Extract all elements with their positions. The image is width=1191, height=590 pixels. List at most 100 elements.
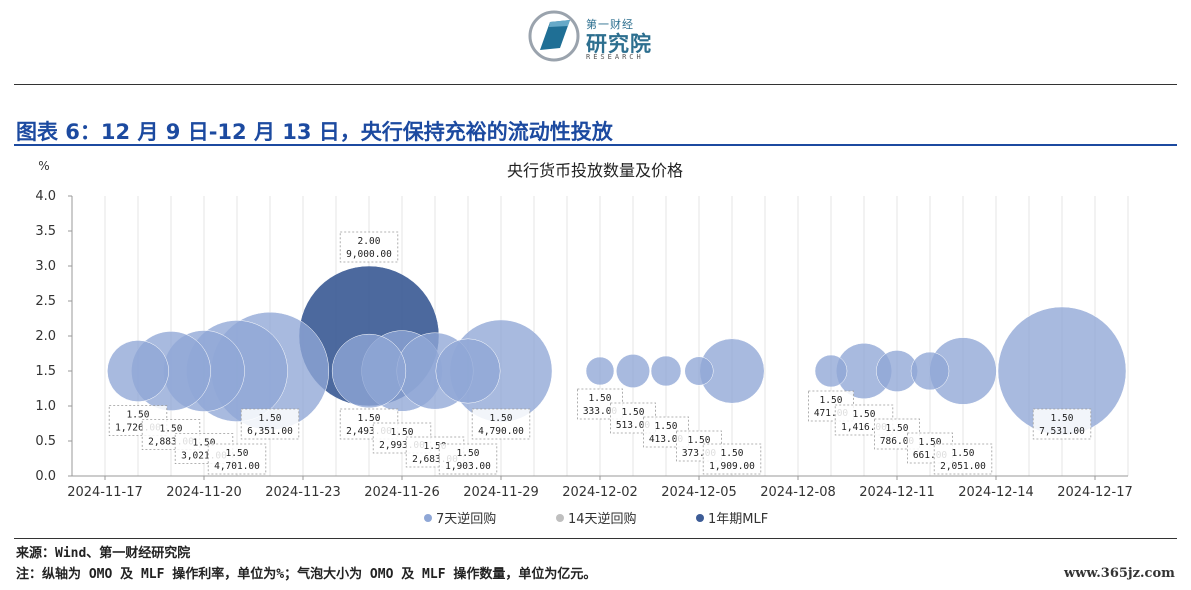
watermark: www.365jz.com xyxy=(1064,566,1175,581)
data-label-rate: 2.00 xyxy=(358,236,381,247)
bubble-7d xyxy=(585,356,615,386)
data-label-rate: 1.50 xyxy=(655,421,678,432)
x-tick-label: 2024-11-17 xyxy=(67,485,143,500)
x-tick-label: 2024-12-02 xyxy=(562,485,638,500)
data-label-rate: 1.50 xyxy=(490,413,513,424)
y-axis-label: % xyxy=(38,159,49,173)
logo-text-main: 研究院 xyxy=(586,32,652,56)
data-label-box xyxy=(339,231,399,263)
x-tick-label: 2024-11-26 xyxy=(364,485,440,500)
data-label-amount: 1,909.00 xyxy=(709,461,755,472)
data-label-rate: 1.50 xyxy=(589,393,612,404)
data-label-amount: 2,051.00 xyxy=(940,461,986,472)
data-label-box xyxy=(240,408,300,440)
data-label-amount: 2,993.00 xyxy=(379,440,425,451)
y-tick-label: 2.0 xyxy=(35,329,56,344)
logo-text-top: 第一财经 xyxy=(586,18,634,31)
data-label-amount: 4,701.00 xyxy=(214,461,260,472)
data-label-box xyxy=(438,443,498,475)
data-label-amount: 2,683.00 xyxy=(412,454,458,465)
y-tick-label: 3.0 xyxy=(35,259,56,274)
header-divider xyxy=(14,84,1177,85)
data-label-amount: 373.00 xyxy=(682,448,717,459)
legend-label: 7天逆回购 xyxy=(436,511,496,527)
data-label-amount: 513.00 xyxy=(616,420,651,431)
data-label-box xyxy=(471,408,531,440)
bubble-7d xyxy=(684,356,714,386)
data-label-rate: 1.50 xyxy=(358,413,381,424)
x-tick-label: 2024-12-11 xyxy=(859,485,935,500)
bubble-chart: 央行货币投放数量及价格% 0.0 0.5 1.0 1.5 2.0 2.5 3.0 3.5 4.0 2… xyxy=(35,159,1133,527)
data-label-rate: 1.50 xyxy=(457,448,480,459)
logo-emblem-icon xyxy=(528,10,580,62)
data-label-rate: 1.50 xyxy=(226,448,249,459)
data-label-amount: 333.00 xyxy=(583,406,618,417)
legend-marker xyxy=(696,514,704,522)
bubble-7d xyxy=(814,354,848,388)
data-label-rate: 1.50 xyxy=(160,424,183,435)
data-label-amount: 2,493.00 xyxy=(346,426,392,437)
data-label-rate: 1.50 xyxy=(259,413,282,424)
data-label-rate: 1.50 xyxy=(391,427,414,438)
footer-divider xyxy=(14,538,1177,539)
legend-marker xyxy=(556,514,564,522)
y-tick-label: 0.0 xyxy=(35,469,56,484)
data-label-rate: 1.50 xyxy=(919,437,942,448)
data-label-rate: 1.50 xyxy=(424,441,447,452)
data-label-amount: 471.00 xyxy=(814,408,849,419)
bubble-7d xyxy=(910,351,950,391)
legend-label: 1年期MLF xyxy=(708,512,768,527)
data-label-amount: 661.00 xyxy=(913,450,948,461)
x-tick-label: 2024-12-08 xyxy=(760,485,836,500)
data-label-rate: 1.50 xyxy=(193,438,216,449)
source-note: 来源：Wind、第一财经研究院 xyxy=(16,546,191,561)
y-tick-label: 2.5 xyxy=(35,294,56,309)
x-tick-label: 2024-11-20 xyxy=(166,485,242,500)
legend-marker xyxy=(424,514,432,522)
data-label-amount: 413.00 xyxy=(649,434,684,445)
y-tick-label: 1.0 xyxy=(35,399,56,414)
y-tick-label: 0.5 xyxy=(35,434,56,449)
data-label-amount: 3,021.00 xyxy=(181,451,227,462)
data-label-box xyxy=(933,443,993,475)
data-label-amount: 1,726.00 xyxy=(115,423,161,434)
data-label-amount: 6,351.00 xyxy=(247,426,293,437)
data-label-amount: 786.00 xyxy=(880,436,915,447)
x-tick-label: 2024-12-17 xyxy=(1057,485,1133,500)
research-logo: 第一财经 研究院 RESEARCH xyxy=(528,10,668,66)
data-label-rate: 1.50 xyxy=(1051,413,1074,424)
data-label-box xyxy=(702,443,762,475)
bubble-7d xyxy=(616,354,650,388)
data-label-rate: 1.50 xyxy=(952,448,975,459)
data-label-rate: 1.50 xyxy=(820,395,843,406)
data-label-amount: 9,000.00 xyxy=(346,249,392,260)
x-tick-label: 2024-12-05 xyxy=(661,485,737,500)
bubble-7d xyxy=(435,338,501,404)
data-label-box xyxy=(1032,408,1092,440)
data-label-amount: 4,790.00 xyxy=(478,426,524,437)
y-tick-label: 3.5 xyxy=(35,224,56,239)
y-tick-label: 4.0 xyxy=(35,189,56,204)
y-tick-label: 1.5 xyxy=(35,364,56,379)
data-label-rate: 1.50 xyxy=(622,407,645,418)
x-tick-label: 2024-12-14 xyxy=(958,485,1034,500)
bubble-7d xyxy=(650,355,682,387)
data-label-amount: 1,416.00 xyxy=(841,422,887,433)
data-label-box xyxy=(207,443,267,475)
data-label-amount: 2,883.00 xyxy=(148,437,194,448)
legend-label: 14天逆回购 xyxy=(568,511,637,527)
data-label-rate: 1.50 xyxy=(886,423,909,434)
data-label-amount: 1,903.00 xyxy=(445,461,491,472)
figure-title: 图表 6：12 月 9 日-12 月 13 日，央行保持充裕的流动性投放 xyxy=(16,120,613,144)
logo-text-sub: RESEARCH xyxy=(586,53,644,61)
data-label-rate: 1.50 xyxy=(721,448,744,459)
title-divider xyxy=(14,144,1177,146)
data-label-rate: 1.50 xyxy=(853,409,876,420)
bubble-7d xyxy=(331,333,407,409)
chart-title: 央行货币投放数量及价格 xyxy=(507,161,683,180)
axis-note: 注：纵轴为 OMO 及 MLF 操作利率，单位为%；气泡大小为 OMO 及 ML… xyxy=(16,567,597,582)
data-label-rate: 1.50 xyxy=(688,435,711,446)
bubble-7d xyxy=(107,340,169,402)
data-label-amount: 7,531.00 xyxy=(1039,426,1085,437)
x-tick-label: 2024-11-29 xyxy=(463,485,539,500)
